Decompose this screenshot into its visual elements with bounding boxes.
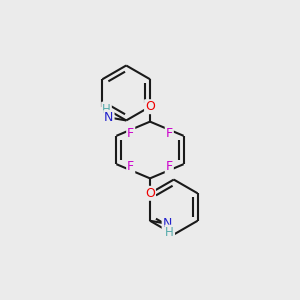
Text: O: O — [145, 187, 155, 200]
Text: H: H — [102, 103, 111, 116]
Text: N: N — [104, 111, 114, 124]
Text: H: H — [165, 226, 174, 238]
Text: O: O — [145, 100, 155, 113]
Text: F: F — [127, 160, 134, 173]
Text: F: F — [127, 127, 134, 140]
Text: N: N — [163, 217, 172, 230]
Text: F: F — [166, 160, 173, 173]
Text: F: F — [166, 127, 173, 140]
